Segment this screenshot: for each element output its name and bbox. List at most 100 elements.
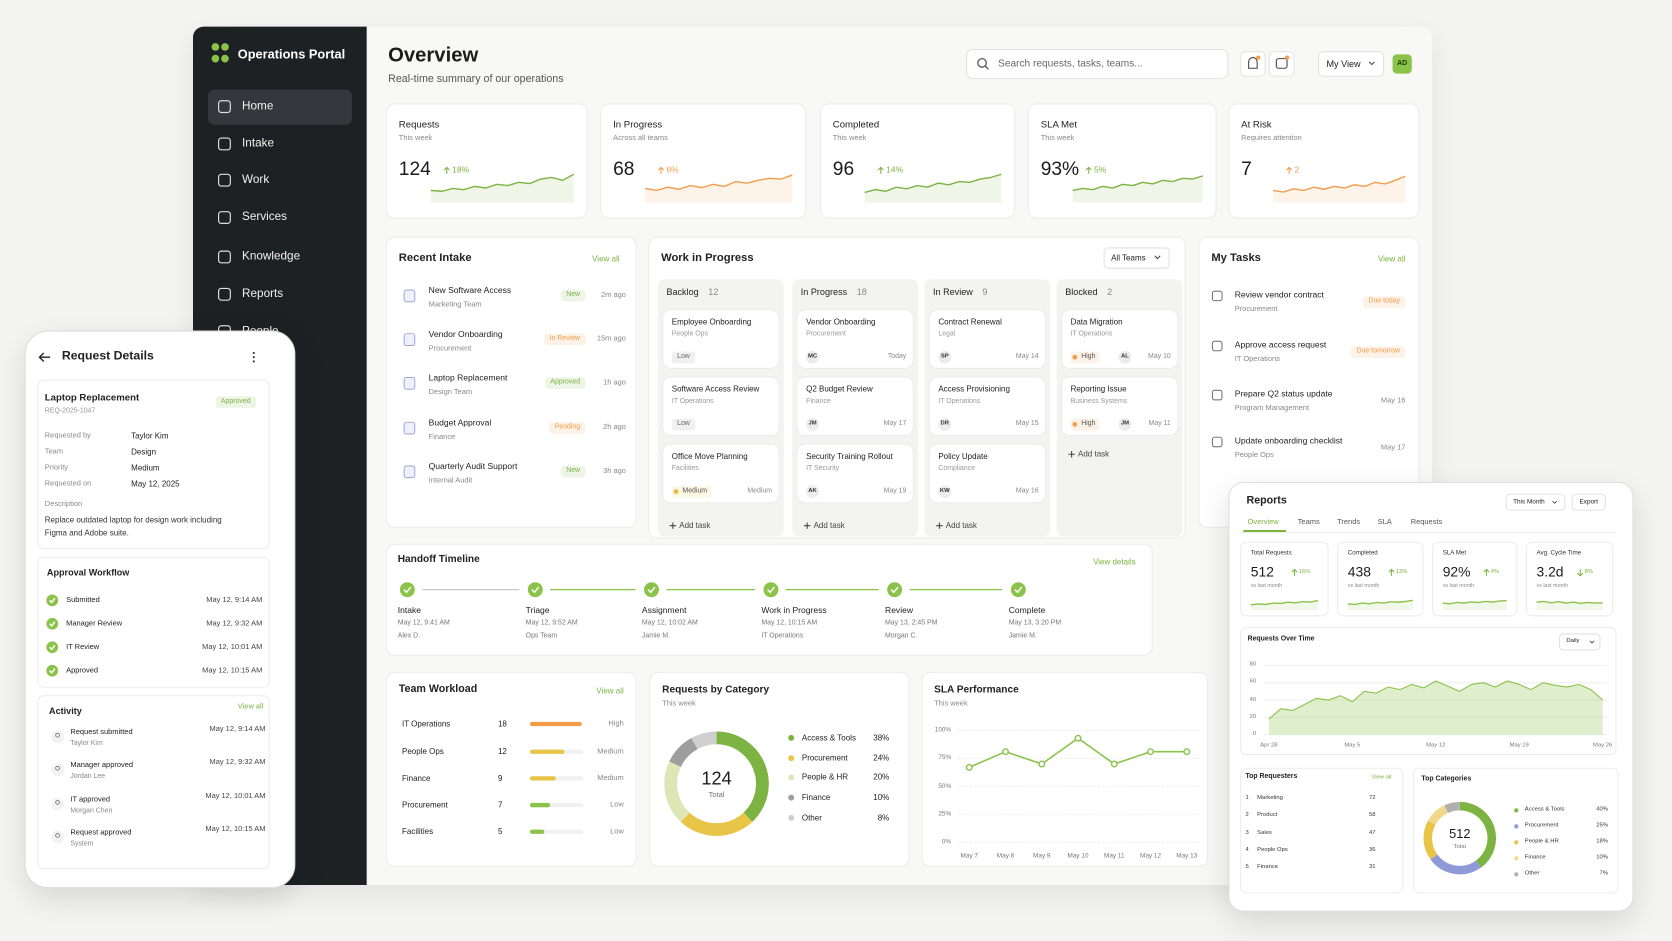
rank: 3 bbox=[1245, 829, 1249, 837]
task-title: Review vendor contract bbox=[1234, 290, 1324, 300]
column-header: Backlog 12 bbox=[666, 288, 718, 297]
rank: 4 bbox=[1245, 846, 1249, 854]
view-all-link[interactable]: View all bbox=[237, 703, 264, 711]
activity-title: IT approved bbox=[70, 795, 111, 804]
requester-count: 31 bbox=[1368, 863, 1376, 871]
check-mark bbox=[49, 597, 56, 604]
field-label: Description bbox=[44, 500, 83, 509]
intake-status: In Review bbox=[544, 333, 586, 345]
chevron bbox=[1368, 61, 1375, 66]
sparkline bbox=[430, 173, 575, 192]
intake-status: New bbox=[560, 289, 586, 301]
step-time: May 13, 2:45 PM bbox=[885, 619, 938, 627]
workflow-card bbox=[37, 556, 270, 688]
task-due: Due tomorrow bbox=[1351, 346, 1406, 358]
category-card bbox=[649, 671, 910, 867]
chart-title: Top Requesters bbox=[1245, 772, 1298, 781]
kpi-sub: This week bbox=[832, 134, 867, 143]
task-title: Vendor Onboarding bbox=[806, 316, 876, 327]
sparkline bbox=[864, 173, 1002, 194]
arrow-up bbox=[1286, 166, 1293, 174]
task-team: IT Operations bbox=[938, 397, 981, 405]
kpi-label: Requests bbox=[398, 118, 440, 130]
tag-dot bbox=[673, 489, 679, 494]
search-box[interactable] bbox=[966, 49, 1229, 79]
requester-count: 58 bbox=[1368, 811, 1376, 819]
requester-name: Finance bbox=[1257, 863, 1279, 871]
export-button[interactable] bbox=[1571, 493, 1606, 511]
logo-dot bbox=[211, 43, 220, 51]
legend-value: 40% bbox=[1596, 806, 1608, 813]
view-all-link[interactable]: View all bbox=[596, 685, 624, 696]
kpi-value: 124 bbox=[398, 157, 431, 180]
add-task[interactable]: Add task bbox=[679, 520, 711, 531]
y-tick-label: 0 bbox=[1252, 730, 1257, 738]
nav-item[interactable]: Home bbox=[242, 99, 274, 113]
nav-item[interactable]: Intake bbox=[242, 137, 275, 150]
report-tab[interactable]: Trends bbox=[1337, 518, 1361, 527]
message-button[interactable] bbox=[1268, 51, 1295, 77]
nav-item[interactable]: Services bbox=[242, 210, 288, 224]
sparkline-area bbox=[645, 175, 793, 203]
kpi-card bbox=[819, 103, 1016, 219]
legend-dot bbox=[1514, 824, 1519, 829]
period-select[interactable] bbox=[1505, 493, 1566, 511]
task-icon bbox=[1211, 389, 1223, 401]
add-task[interactable]: Add task bbox=[1078, 449, 1110, 459]
filter-select[interactable] bbox=[1103, 247, 1170, 269]
report-tab[interactable]: SLA bbox=[1377, 518, 1392, 527]
chevron bbox=[1552, 500, 1558, 504]
requester-name: Product bbox=[1257, 811, 1278, 819]
intake-team: Procurement bbox=[428, 344, 472, 353]
granularity-label: Daily bbox=[1566, 637, 1580, 645]
plus-icon bbox=[803, 522, 811, 529]
step-owner: Ops Team bbox=[525, 632, 558, 640]
step-name: Triage bbox=[525, 605, 550, 616]
legend-value: 7% bbox=[1599, 870, 1608, 877]
nav-item[interactable]: Work bbox=[242, 173, 270, 187]
column-name: Backlog bbox=[666, 286, 699, 298]
task-title: Reporting Issue bbox=[1070, 384, 1127, 394]
nav-item[interactable]: Knowledge bbox=[242, 250, 301, 263]
task-team: Compliance bbox=[938, 464, 975, 473]
add-task[interactable]: Add task bbox=[945, 520, 977, 531]
step-owner: Morgan C. bbox=[885, 632, 918, 640]
assignee-avatar bbox=[1118, 417, 1132, 431]
section-title: Team Workload bbox=[398, 683, 478, 696]
view-all-link[interactable]: View all bbox=[1371, 774, 1392, 781]
activity-icon-head bbox=[55, 765, 60, 771]
column-count: 2 bbox=[1107, 286, 1113, 298]
report-tab[interactable]: Overview bbox=[1247, 518, 1279, 527]
check-mark bbox=[767, 586, 775, 594]
report-tab[interactable]: Requests bbox=[1410, 518, 1443, 527]
report-kpi-label: SLA Met bbox=[1442, 550, 1467, 557]
workflow-step: Submitted bbox=[66, 596, 100, 605]
task-team: Procurement bbox=[806, 330, 846, 338]
task-title: Security Training Rollout bbox=[806, 451, 893, 461]
sla-point bbox=[1183, 748, 1191, 756]
add-task[interactable]: Add task bbox=[813, 520, 845, 531]
report-tab[interactable]: Teams bbox=[1297, 518, 1320, 527]
plus-icon bbox=[936, 522, 943, 529]
task-title: Employee Onboarding bbox=[671, 316, 752, 327]
check-mark bbox=[49, 644, 56, 651]
notification-dot bbox=[1284, 55, 1290, 60]
chart-title: Requests Over Time bbox=[1247, 635, 1315, 643]
notification-button[interactable] bbox=[1240, 51, 1266, 77]
activity-actor: System bbox=[70, 839, 94, 848]
view-details-link[interactable]: View details bbox=[1093, 556, 1136, 567]
assignee-avatar bbox=[806, 485, 819, 498]
arrow-up bbox=[1388, 568, 1395, 576]
kpi-card bbox=[386, 103, 588, 219]
task-team: IT Security bbox=[806, 464, 840, 473]
assignee-initials: JM bbox=[808, 420, 817, 427]
view-all-link[interactable]: View all bbox=[1377, 254, 1406, 264]
section-subtitle: This week bbox=[662, 700, 696, 708]
check-mark bbox=[647, 586, 656, 594]
section-title: Activity bbox=[49, 705, 82, 717]
plus-icon bbox=[1068, 451, 1075, 458]
view-all-link[interactable]: View all bbox=[592, 254, 620, 264]
nav-item[interactable]: Reports bbox=[242, 287, 284, 301]
granularity-select[interactable] bbox=[1558, 633, 1601, 651]
x-tick-label: May 10 bbox=[1067, 853, 1089, 860]
